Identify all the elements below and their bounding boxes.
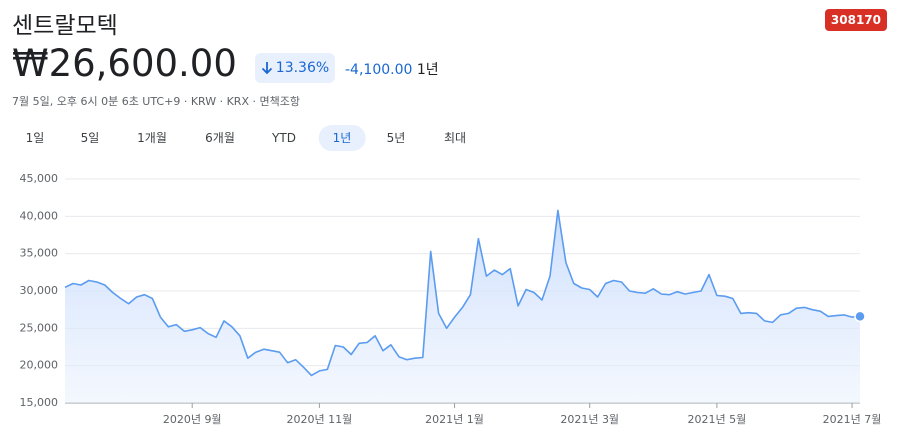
chart: 15,000 20,000 25,000 30,000 35,000 40,000 45,0…: [20, 172, 882, 426]
stock-title: 센트랄모텍: [12, 13, 118, 39]
x-tick-label: 2020년 11월: [287, 413, 353, 426]
x-tick-label: 2021년 1월: [425, 413, 484, 426]
range-tab[interactable]: 6개월: [205, 131, 235, 145]
change-value: -4,100.00: [345, 62, 413, 78]
range-tab[interactable]: 1일: [25, 131, 45, 145]
range-tab[interactable]: 5년: [386, 131, 406, 145]
y-tick-label: 15,000: [20, 396, 59, 409]
range-tab[interactable]: 5일: [80, 131, 100, 145]
range-tab[interactable]: 1년: [318, 125, 366, 151]
change-percent: 13.36%: [275, 60, 330, 76]
change-period: 1년: [416, 62, 439, 78]
y-tick-label: 40,000: [20, 209, 59, 222]
x-tick-label: 2021년 3월: [560, 413, 619, 426]
x-tick-label: 2021년 5월: [688, 413, 747, 426]
area: [65, 210, 860, 403]
y-tick-label: 20,000: [20, 359, 59, 372]
range-tab[interactable]: 1개월: [137, 131, 167, 145]
price-line: [64, 209, 861, 377]
change-info: -4,100.00 1년: [345, 59, 439, 79]
price: ₩26,600.00: [12, 42, 237, 85]
down-arrow: [261, 62, 272, 75]
y-tick-label: 45,000: [20, 172, 59, 185]
y-tick-label: 25,000: [20, 321, 59, 334]
ticker-badge: 308170: [824, 9, 887, 31]
range-tab[interactable]: YTD: [272, 131, 296, 145]
y-tick-label: 30,000: [20, 284, 59, 297]
range-tab[interactable]: 최대: [443, 131, 467, 145]
x-tick-label: 2021년 7월: [823, 413, 882, 426]
y-tick-label: 35,000: [20, 247, 59, 260]
subline: 7월 5일, 오후 6시 0분 6초 UTC+9 · KRW · KRX · 면…: [12, 95, 300, 108]
change-pill: 13.36%: [255, 53, 335, 83]
x-tick-label: 2020년 9월: [163, 413, 222, 426]
last-point: [854, 310, 866, 323]
